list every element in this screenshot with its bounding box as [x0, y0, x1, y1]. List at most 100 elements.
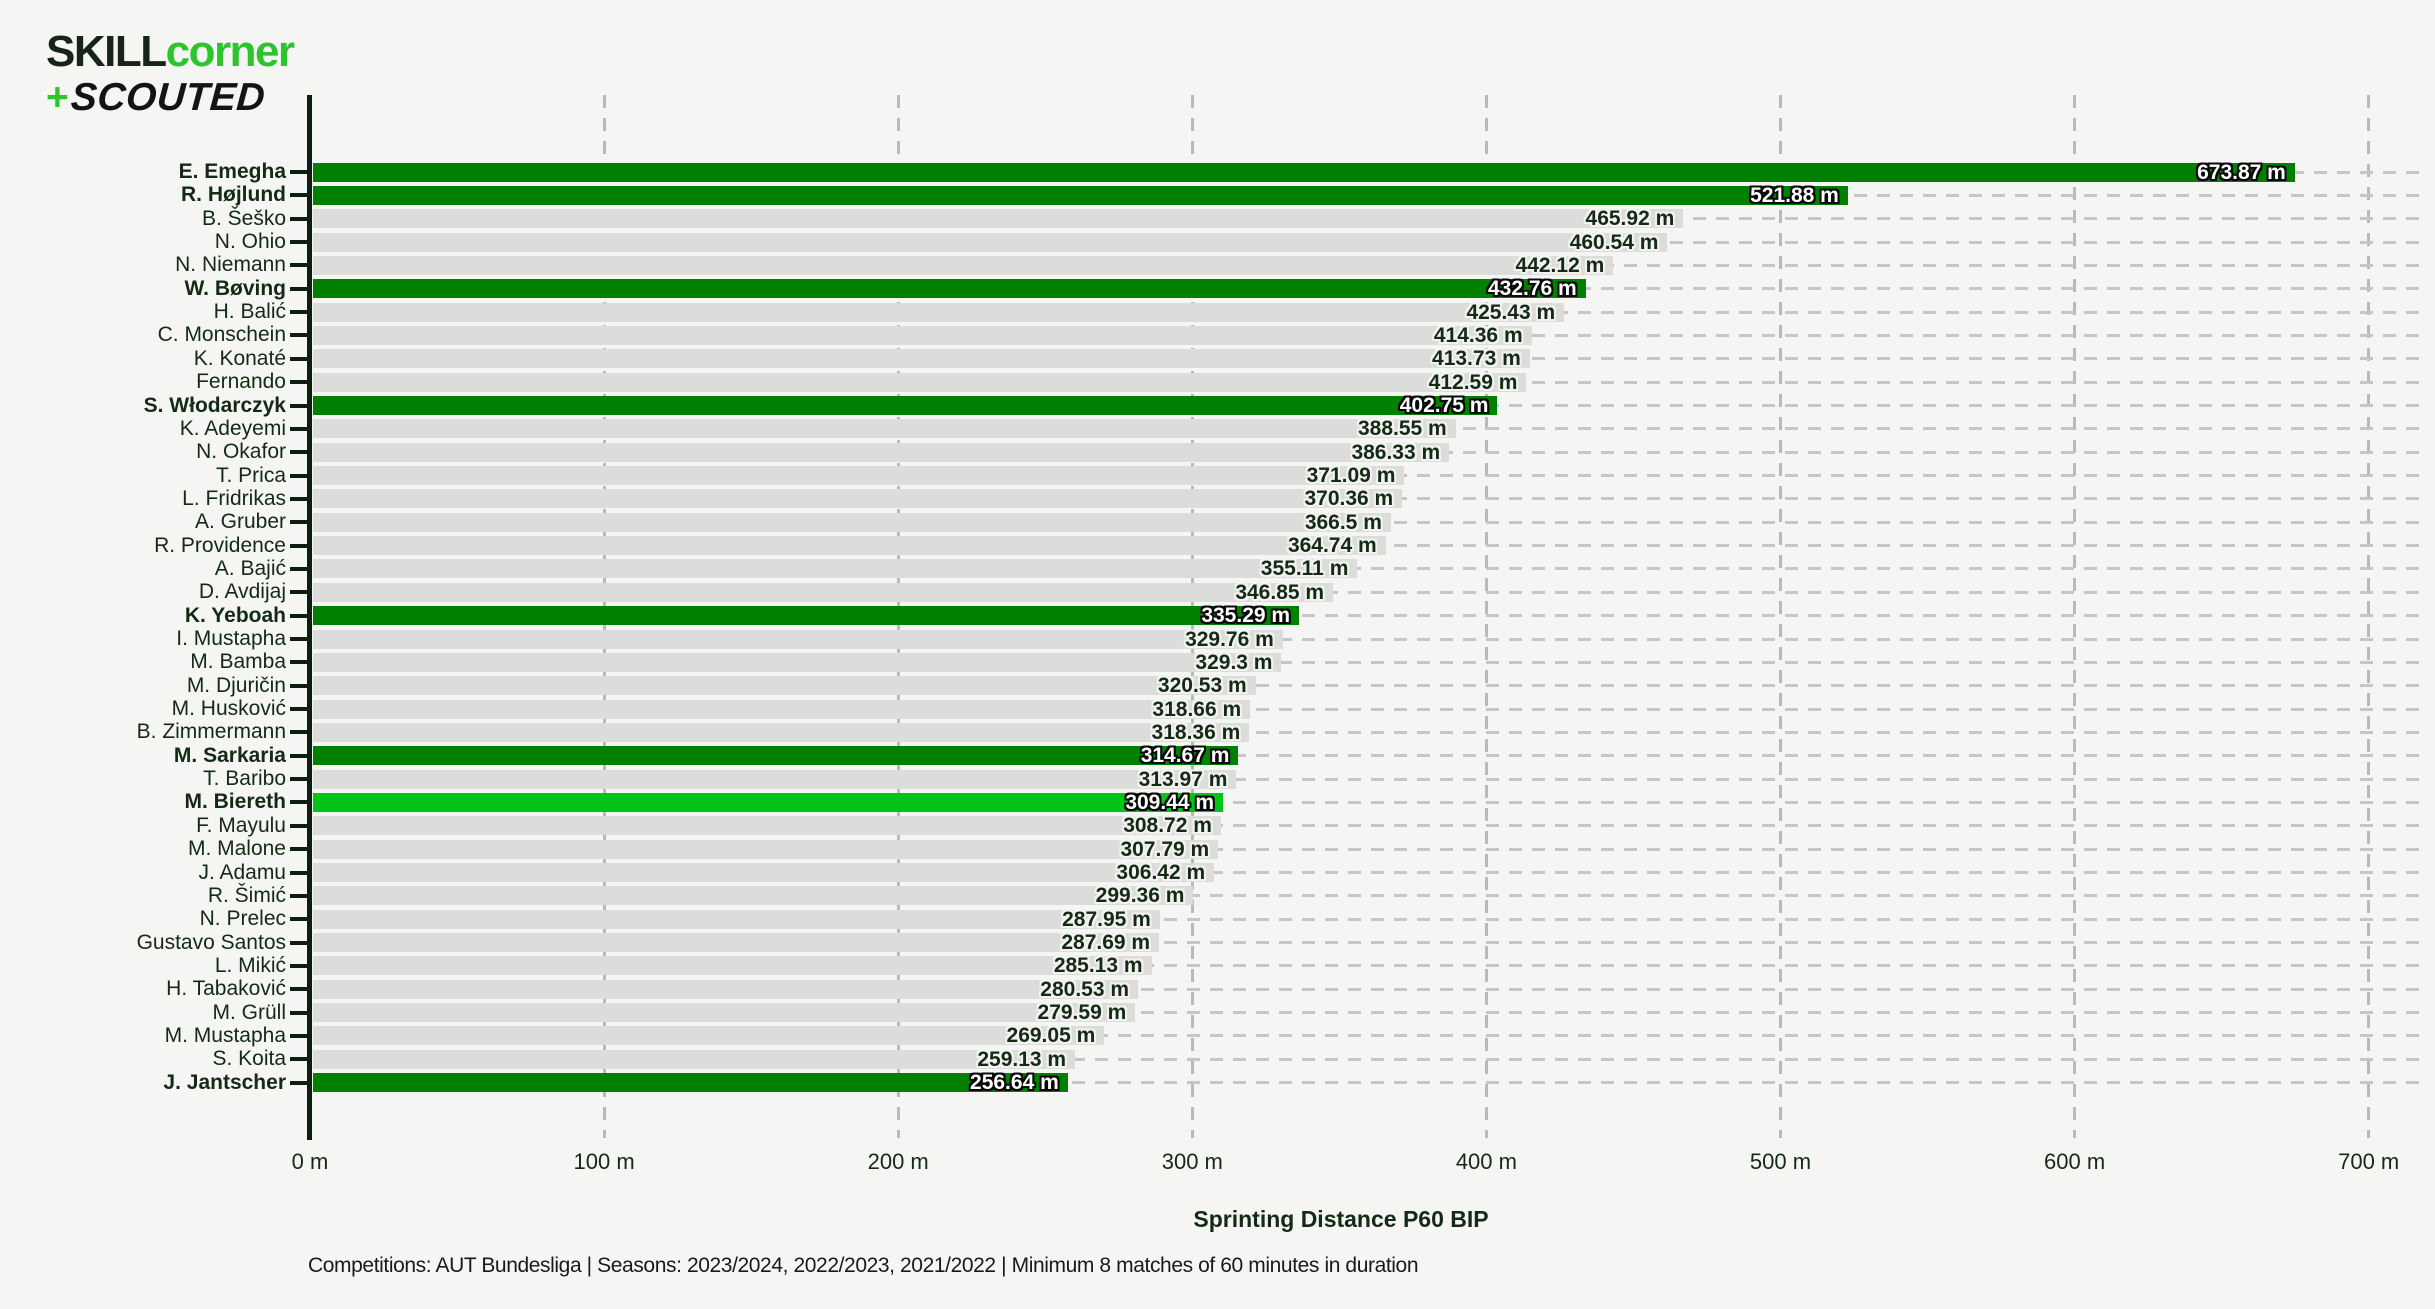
bar-s-koita: 259.13 m — [313, 1047, 1076, 1071]
player-name-label: M. Mustapha — [164, 1023, 286, 1047]
player-name-label: W. Bøving — [184, 276, 287, 300]
player-name-label: N. Prelec — [199, 907, 286, 931]
y-tick — [290, 637, 308, 641]
row-gridline — [313, 800, 2422, 804]
bar-l-miki-: 285.13 m — [313, 954, 1152, 978]
bar-value-label: 442.12 m — [1515, 253, 1605, 277]
bar-value-label: 673.87 m — [2197, 160, 2286, 184]
row-gridline — [313, 567, 2422, 571]
y-tick — [290, 193, 308, 198]
y-tick — [290, 310, 308, 315]
bar-m-gr-ll: 279.59 m — [313, 1002, 1136, 1023]
bar-value-label: 371.09 m — [1306, 464, 1396, 488]
y-tick — [290, 707, 308, 712]
player-name-label: I. Mustapha — [176, 627, 286, 650]
row-gridline — [313, 871, 2422, 874]
bar-value-label: 287.69 m — [1061, 931, 1151, 955]
player-name-label: K. Konaté — [193, 346, 286, 370]
y-tick — [290, 987, 308, 992]
y-tick — [290, 590, 308, 595]
player-name-label: B. Šeško — [201, 206, 286, 230]
player-name-label: M. Malone — [187, 837, 286, 861]
player-name-label: Gustavo Santos — [136, 930, 286, 954]
logo-corner-text: corner — [165, 27, 295, 76]
bar-value-label: 259.13 m — [977, 1047, 1067, 1071]
player-name-label: M. Sarkaria — [173, 743, 286, 767]
bar-i-mustapha: 329.76 m — [313, 629, 1283, 650]
bar-value-label: 388.55 m — [1357, 417, 1447, 441]
bar-value-label: 425.43 m — [1466, 300, 1556, 324]
y-tick — [290, 170, 308, 174]
bar-value-label: 318.66 m — [1152, 697, 1242, 721]
player-name-label: C. Monschein — [157, 323, 286, 347]
y-tick — [290, 496, 308, 501]
player-name-label: D. Avdijaj — [198, 580, 286, 604]
player-name-label: N. Ohio — [214, 230, 286, 254]
player-name-label: H. Balić — [213, 300, 286, 324]
y-tick — [290, 753, 308, 758]
bar-value-label: 521.88 m — [1750, 183, 1839, 207]
player-name-label: S. Włodarczyk — [143, 393, 286, 417]
bar-n-ohio: 460.54 m — [313, 232, 1668, 253]
y-tick — [290, 800, 308, 805]
player-name-label: J. Jantscher — [163, 1070, 286, 1094]
player-name-label: A. Bajić — [214, 556, 286, 580]
y-tick — [290, 263, 308, 268]
bar-c-monschein: 414.36 m — [313, 325, 1532, 346]
y-tick — [290, 847, 308, 852]
y-tick — [290, 777, 308, 782]
y-tick — [290, 940, 308, 945]
bar-r-h-jlund: 521.88 m — [313, 183, 1848, 207]
row-gridline — [313, 1057, 2422, 1061]
bar-j-adamu: 306.42 m — [313, 862, 1215, 883]
row-gridline — [313, 730, 2422, 734]
y-tick — [290, 1010, 308, 1015]
player-name-label: L. Mikić — [214, 953, 286, 977]
bar-a-gruber: 366.5 m — [313, 510, 1391, 534]
bar-value-label: 386.33 m — [1351, 440, 1441, 464]
bar-value-label: 285.13 m — [1053, 954, 1143, 978]
row-gridline — [313, 847, 2422, 851]
y-tick — [290, 426, 308, 431]
bar-l-fridrikas: 370.36 m — [313, 488, 1403, 509]
bar-m-malone: 307.79 m — [313, 839, 1219, 860]
row-gridline — [313, 894, 2422, 898]
bar-f-mayulu: 308.72 m — [313, 815, 1221, 836]
bar-m-biereth: 309.44 m — [313, 792, 1224, 813]
bar-m-djuri-in: 320.53 m — [313, 675, 1256, 696]
x-tick-label: 400 m — [1455, 1149, 1517, 1174]
player-name-label: S. Koita — [212, 1047, 286, 1071]
bar-d-avdijaj: 346.85 m — [313, 582, 1334, 603]
y-tick — [290, 473, 308, 478]
bar-k-konat-: 413.73 m — [313, 348, 1530, 369]
bar-m-sarkaria: 314.67 m — [313, 745, 1239, 766]
row-gridline — [313, 707, 2422, 711]
bar-t-baribo: 313.97 m — [313, 769, 1237, 790]
y-tick — [290, 1080, 308, 1085]
row-gridline — [313, 754, 2422, 758]
skillcorner-scouted-logo: SKILLcorner +SCOUTED — [46, 27, 295, 120]
bar-value-label: 432.76 m — [1487, 277, 1577, 301]
y-tick — [290, 333, 308, 338]
bar-a-baji-: 355.11 m — [313, 558, 1358, 579]
bar-value-label: 412.59 m — [1428, 370, 1518, 394]
bar-value-label: 256.64 m — [970, 1071, 1059, 1095]
player-name-label: K. Adeyemi — [179, 416, 286, 440]
y-tick — [290, 380, 308, 385]
bar-b-zimmermann: 318.36 m — [313, 722, 1250, 743]
row-gridline — [313, 964, 2422, 968]
y-tick — [290, 286, 308, 291]
y-tick — [290, 566, 308, 571]
y-tick — [290, 403, 308, 408]
bar-value-label: 366.5 m — [1304, 510, 1382, 534]
row-gridline — [313, 637, 2422, 641]
x-tick-label: 100 m — [573, 1149, 635, 1174]
row-gridline — [313, 824, 2422, 828]
y-tick — [290, 520, 308, 525]
bar-value-label: 465.92 m — [1585, 207, 1675, 231]
logo-skill-text: SKILL — [46, 27, 167, 76]
player-name-label: M. Bamba — [190, 650, 286, 674]
bar-value-label: 364.74 m — [1287, 534, 1377, 558]
x-tick-label: 200 m — [867, 1149, 929, 1174]
